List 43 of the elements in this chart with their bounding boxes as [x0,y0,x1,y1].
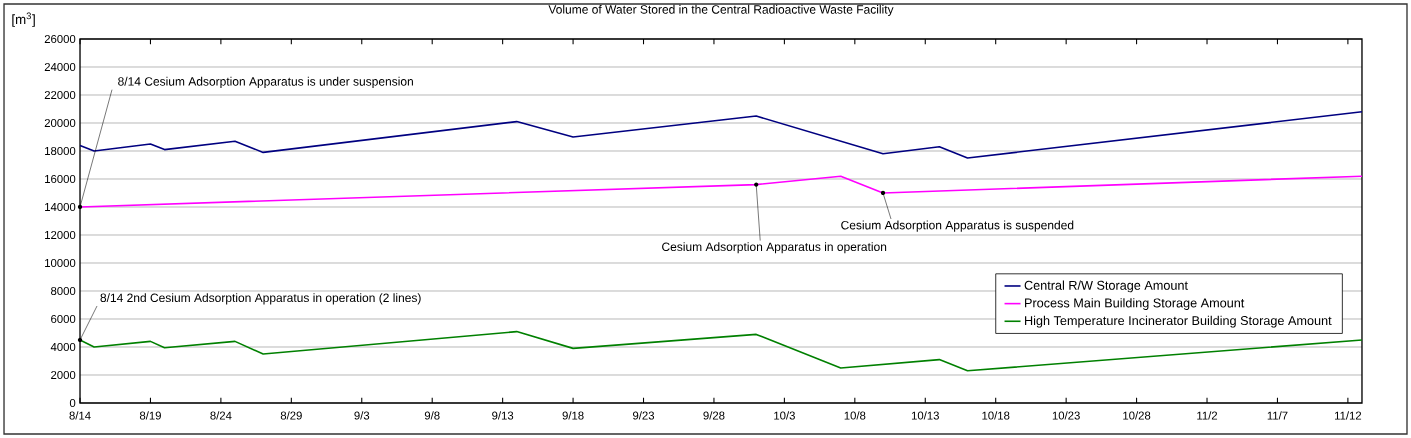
x-tick-label: 11/2 [1197,411,1218,420]
x-tick-label: 8/24 [210,411,232,420]
x-tick-label: 10/3 [774,411,795,420]
y-tick-label: 6000 [51,314,76,323]
y-axis-title: [m$^{3}$] [12,12,35,27]
x-tick-label: 8/14 [69,411,91,420]
y-tick-label: 20000 [44,118,76,127]
y-tick-label: 2000 [51,370,76,379]
legend-label: Central R/W Storage Amount [1024,280,1188,293]
y-tick-label: 10000 [45,258,76,267]
annotation: Cesium Adsorption Apparatus is suspended [841,220,1074,232]
x-tick-label: 8/29 [280,411,302,420]
y-tick-label: 24000 [44,62,76,71]
y-tick-label: 22000 [44,90,76,99]
x-tick-label: 9/3 [354,411,370,420]
y-tick-label: 8000 [51,286,76,295]
y-tick-label: 18000 [45,146,76,155]
legend-label: Process Main Building Storage Amount [1025,298,1245,310]
x-tick-label: 10/23 [1052,411,1080,420]
annotation: 8/14 2nd Cesium Adsorption Apparatus in operation (2 lines) [100,293,421,305]
y-tick-label: 14000 [45,202,76,211]
x-tick-label: 10/18 [982,411,1010,420]
chart-title: Volume of Water Stored in the Central Radioactive Waste Facility [548,4,894,17]
annotation: Cesium Adsorption Apparatus in operation [662,242,887,254]
legend-label: High Temperature Incinerator Building Storage Amount [1025,315,1332,328]
line-series [79,110,1363,159]
x-tick-label: 11/7 [1267,411,1288,420]
x-tick-label: 10/13 [911,411,939,420]
y-tick-label: 0 [69,398,76,407]
x-tick-label: 10/28 [1123,411,1151,420]
y-tick-label: 26000 [44,34,76,43]
x-tick-label: 9/28 [703,411,725,420]
x-tick-label: 9/18 [562,411,584,420]
x-tick-label: 11/12 [1334,411,1362,420]
x-tick-label: 9/13 [492,411,514,420]
y-tick-label: 16000 [45,174,76,183]
x-tick-label: 8/19 [139,411,161,420]
x-tick-label: 10/8 [844,411,866,420]
x-tick-label: 9/23 [633,411,655,420]
y-tick-label: 12000 [45,230,76,239]
y-tick-label: 4000 [50,342,76,351]
annotation: 8/14 Cesium Adsorption Apparatus is under suspension [118,76,413,89]
x-tick-label: 9/8 [424,411,440,420]
